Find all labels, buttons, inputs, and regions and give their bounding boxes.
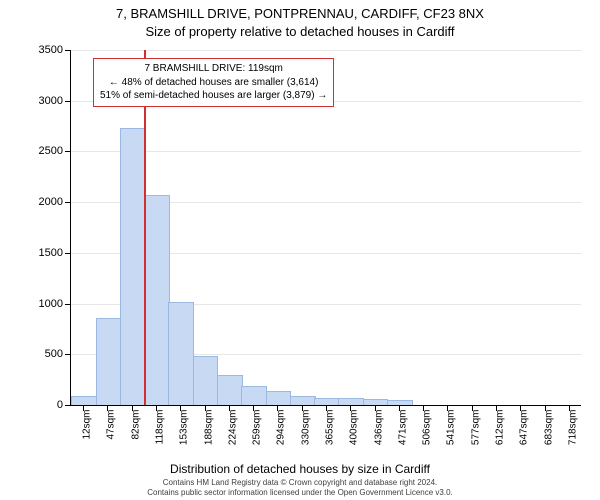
x-tick-label: 647sqm [519,410,530,446]
x-tick-label: 541sqm [446,410,457,446]
x-tick-label: 577sqm [470,410,481,446]
y-tick-label: 0 [23,399,63,411]
x-tick-label: 188sqm [203,410,214,446]
x-tick-label: 12sqm [82,410,93,440]
x-tick-label: 718sqm [567,410,578,446]
y-tick [65,354,71,355]
histogram-bar [290,396,316,405]
x-tick-label: 47sqm [106,410,117,440]
chart-subtitle: Size of property relative to detached ho… [0,24,600,39]
info-box-line: ← 48% of detached houses are smaller (3,… [100,76,327,90]
info-box: 7 BRAMSHILL DRIVE: 119sqm← 48% of detach… [93,58,334,107]
histogram-bar [387,400,413,405]
y-tick [65,304,71,305]
histogram-bar [241,386,267,405]
x-tick-label: 118sqm [155,410,166,445]
histogram-bar [193,356,219,405]
x-tick-label: 400sqm [349,410,360,446]
info-box-line: 51% of semi-detached houses are larger (… [100,89,327,103]
histogram-bar [168,302,194,405]
y-tick-label: 2000 [23,196,63,208]
grid-line [71,151,581,152]
y-tick [65,151,71,152]
x-tick-label: 259sqm [252,410,263,446]
y-tick [65,50,71,51]
y-tick-label: 3000 [23,95,63,107]
y-tick [65,405,71,406]
y-tick-label: 3500 [23,44,63,56]
histogram-plot: 050010001500200025003000350012sqm47sqm82… [70,50,581,406]
y-tick [65,202,71,203]
y-tick [65,101,71,102]
grid-line [71,50,581,51]
x-tick-label: 153sqm [179,410,190,446]
y-tick-label: 2500 [23,145,63,157]
histogram-bar [144,195,170,405]
footer-line-1: Contains HM Land Registry data © Crown c… [0,478,600,488]
y-tick-label: 500 [23,348,63,360]
page-title: 7, BRAMSHILL DRIVE, PONTPRENNAU, CARDIFF… [0,6,600,21]
x-tick-label: 82sqm [130,410,141,440]
footer-text: Contains HM Land Registry data © Crown c… [0,478,600,498]
histogram-bar [71,396,97,405]
x-tick-label: 471sqm [397,410,408,446]
footer-line-2: Contains public sector information licen… [0,488,600,498]
x-tick-label: 224sqm [227,410,238,446]
histogram-bar [314,398,340,405]
histogram-bar [96,318,122,405]
x-tick-label: 612sqm [495,410,506,446]
histogram-bar [217,375,243,405]
y-tick-label: 1000 [23,298,63,310]
y-tick [65,253,71,254]
histogram-bar [338,398,364,405]
x-tick-label: 436sqm [373,410,384,446]
histogram-bar [266,391,292,405]
x-tick-label: 683sqm [543,410,554,446]
x-tick-label: 506sqm [422,410,433,446]
x-tick-label: 330sqm [300,410,311,446]
x-tick-label: 294sqm [276,410,287,446]
y-tick-label: 1500 [23,247,63,259]
histogram-bar [120,128,146,405]
x-axis-label: Distribution of detached houses by size … [170,462,430,476]
info-box-line: 7 BRAMSHILL DRIVE: 119sqm [100,62,327,76]
x-tick-label: 365sqm [325,410,336,446]
